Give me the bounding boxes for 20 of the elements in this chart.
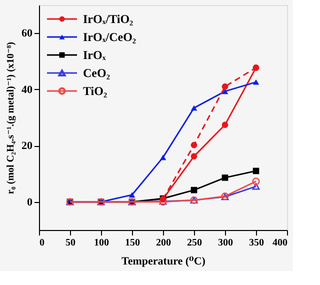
x-tick-label: 50	[66, 238, 76, 248]
y-tick-label: 0	[27, 196, 33, 208]
x-axis-title: Temperature (⁰C)	[122, 256, 206, 268]
x-tick-label: 250	[187, 238, 202, 248]
legend-label: IrOₓ	[83, 48, 106, 62]
x-tick-label: 300	[218, 238, 233, 248]
x-tick-label: 350	[249, 238, 264, 248]
legend-label: IrOₓ/TiO₂	[83, 12, 134, 26]
x-tick-label: 0	[40, 238, 44, 248]
legend-label: IrOₓ/CeO₂	[83, 30, 136, 44]
y-tick-label: 60	[22, 28, 33, 40]
y-tick-label: 20	[22, 140, 33, 152]
y-axis-title: r₀ (mol C₂H₄.s⁻¹.(g metal)⁻¹) (x10⁻⁸)	[6, 42, 16, 194]
y-tick-label: 40	[22, 84, 33, 96]
x-tick-label: 150	[125, 238, 140, 248]
x-tick-label: 200	[156, 238, 171, 248]
legend-label: TiO₂	[83, 84, 108, 98]
legend-label: CeO₂	[83, 66, 110, 80]
x-tick-label: 400	[272, 238, 288, 248]
x-tick-label: 100	[94, 238, 109, 248]
